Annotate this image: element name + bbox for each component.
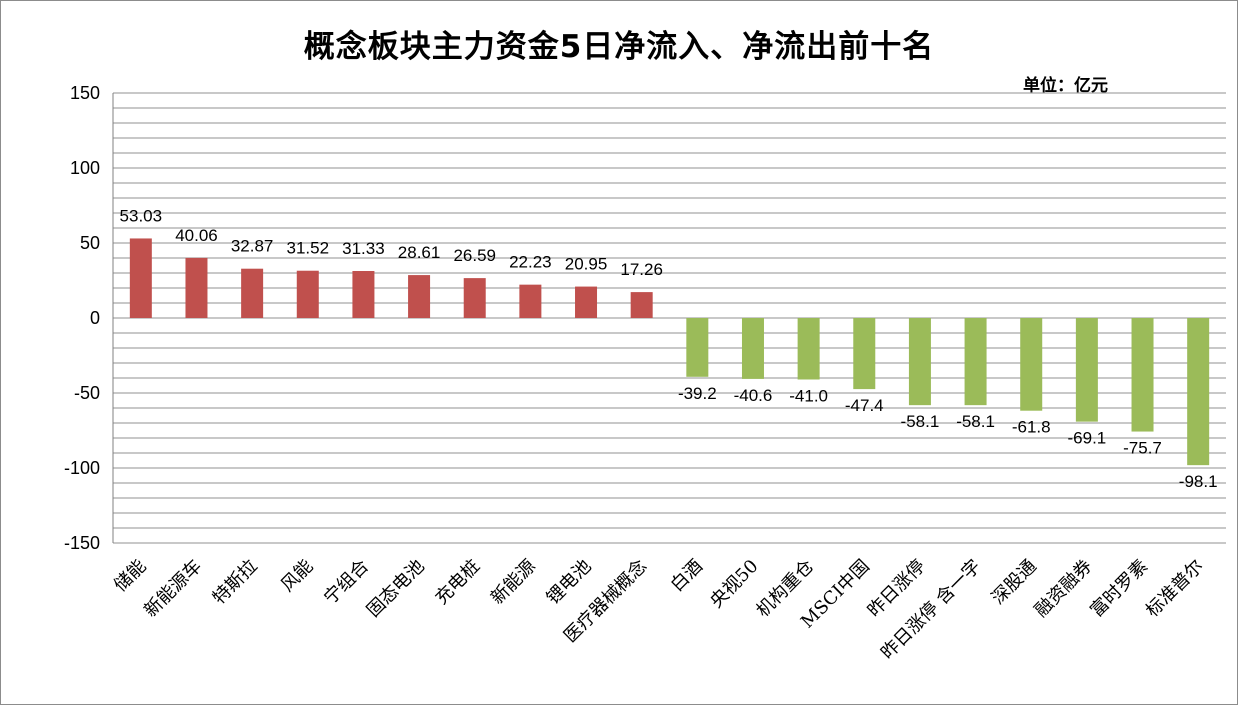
x-tick-label: 充电桩 xyxy=(431,556,484,609)
data-label: -40.6 xyxy=(734,386,773,405)
x-tick-label: 新能源车 xyxy=(140,556,206,622)
bar xyxy=(1020,318,1043,411)
bar xyxy=(296,270,319,318)
x-tick-label: 锂电池 xyxy=(543,556,596,609)
data-label: 31.33 xyxy=(342,239,385,258)
y-tick-label: -100 xyxy=(64,458,100,478)
bar xyxy=(1131,318,1154,432)
bar xyxy=(853,318,876,390)
bar xyxy=(908,318,931,406)
bar xyxy=(519,284,542,318)
bar xyxy=(185,257,208,318)
x-tick-label: 固态电池 xyxy=(363,556,429,622)
bar xyxy=(797,318,820,380)
bar xyxy=(575,286,598,318)
bar xyxy=(352,271,375,318)
data-label: -61.8 xyxy=(1012,418,1051,437)
bar xyxy=(741,318,764,379)
x-tick-label: 风能 xyxy=(277,556,317,596)
bar xyxy=(129,238,152,318)
x-tick-label: 深股通 xyxy=(988,556,1041,609)
bar xyxy=(463,278,486,318)
data-label: 20.95 xyxy=(565,255,608,274)
y-tick-label: 100 xyxy=(70,158,100,178)
data-label: 26.59 xyxy=(453,246,496,265)
y-tick-label: -150 xyxy=(64,533,100,553)
y-tick-label: 50 xyxy=(80,233,100,253)
y-tick-label: -50 xyxy=(74,383,100,403)
x-tick-label: 白酒 xyxy=(667,556,707,596)
bar xyxy=(964,318,987,406)
data-label: 32.87 xyxy=(231,237,274,256)
x-tick-label: 宁组合 xyxy=(320,556,373,609)
y-tick-label: 0 xyxy=(90,308,100,328)
x-tick-label: 储能 xyxy=(110,556,150,596)
data-label: -98.1 xyxy=(1179,472,1218,491)
data-label: -69.1 xyxy=(1068,429,1107,448)
data-label: -47.4 xyxy=(845,396,884,415)
bar xyxy=(1187,318,1210,466)
data-label: 40.06 xyxy=(175,226,218,245)
chart-title: 概念板块主力资金5日净流入、净流出前十名 xyxy=(303,29,935,65)
bar xyxy=(630,292,653,318)
x-tick-label: 标准普尔 xyxy=(1142,556,1208,622)
data-label: 17.26 xyxy=(620,260,663,279)
bar xyxy=(686,318,709,377)
data-label: -58.1 xyxy=(901,412,940,431)
unit-label: 单位：亿元 xyxy=(1023,76,1108,96)
data-label: -58.1 xyxy=(956,412,995,431)
bar xyxy=(241,268,264,318)
data-label: 53.03 xyxy=(120,206,163,225)
data-label: 22.23 xyxy=(509,253,552,272)
data-label: 31.52 xyxy=(287,239,330,258)
x-tick-label: 昨日涨停 含一字 xyxy=(877,556,985,664)
x-tick-label: 特斯拉 xyxy=(209,556,262,609)
x-tick-label: 富时罗素 xyxy=(1086,556,1152,622)
x-tick-label: 新能源 xyxy=(487,556,540,609)
data-label: 28.61 xyxy=(398,243,441,262)
data-label: -39.2 xyxy=(678,384,717,403)
data-label: -41.0 xyxy=(789,387,828,406)
y-tick-label: 150 xyxy=(70,83,100,103)
bar xyxy=(1075,318,1098,422)
data-label: -75.7 xyxy=(1123,439,1162,458)
bar xyxy=(408,275,431,318)
x-tick-label: 融资融券 xyxy=(1031,556,1097,622)
